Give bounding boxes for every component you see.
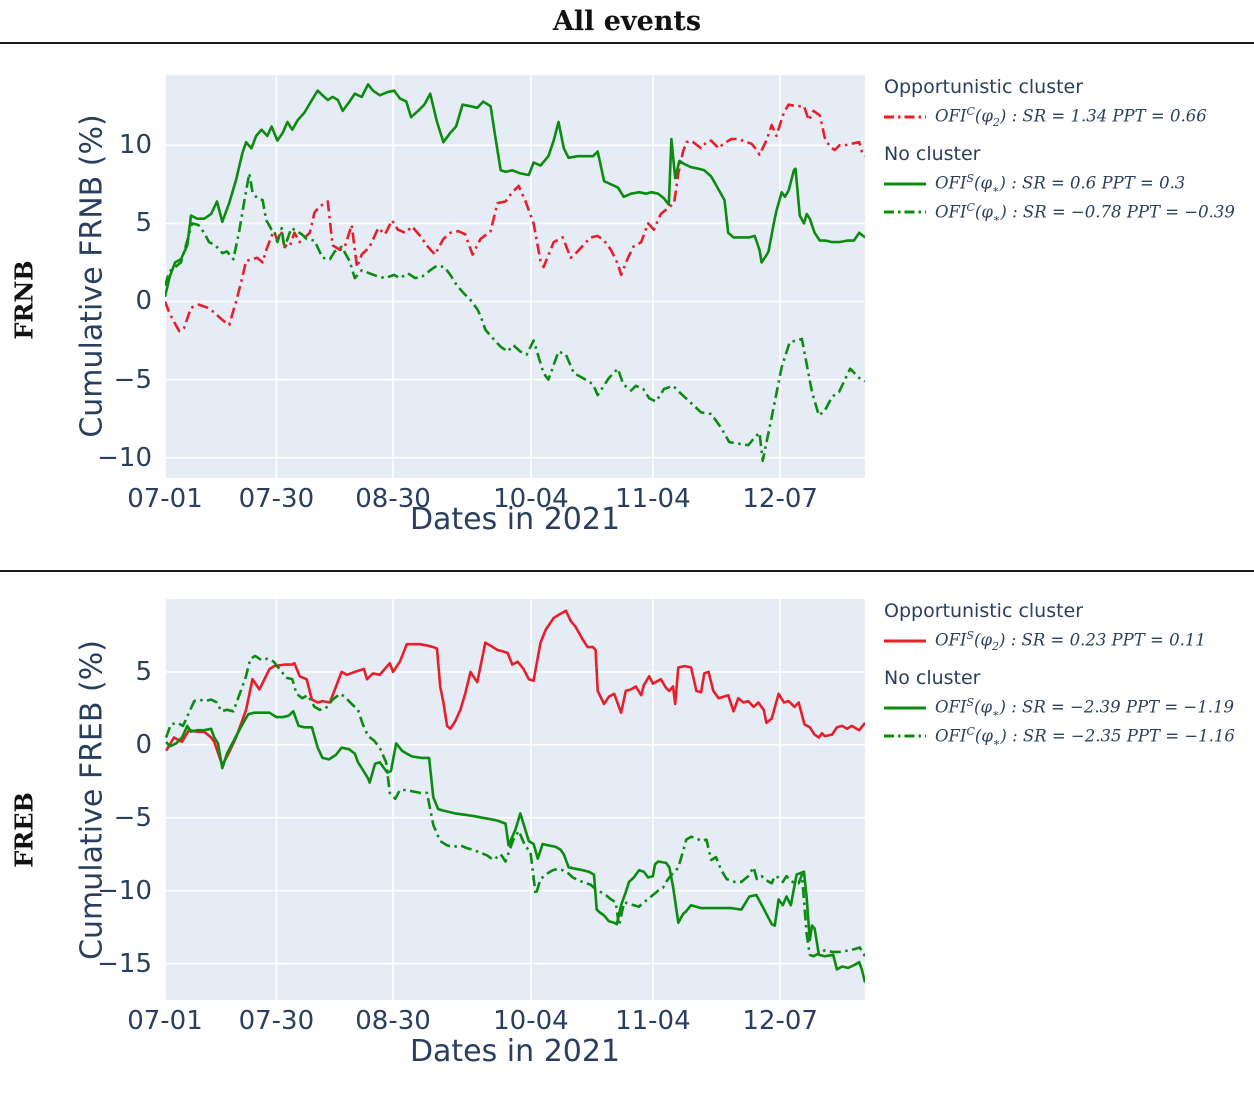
y-tick-label: −5 — [113, 802, 152, 833]
y-tick-label: 0 — [135, 729, 152, 760]
legend-entry-label: OFIC(φ2) : SR = 1.34 PPT = 0.66 — [935, 105, 1207, 129]
plot-area-freb — [165, 599, 865, 1000]
legend-group-header: Opportunistic cluster — [884, 76, 1084, 98]
figure-title: All events — [552, 6, 702, 37]
legend-line-sample-icon — [884, 115, 926, 119]
legend-line-sample-icon — [884, 706, 926, 710]
legend-entry-label: OFIC(φ∗) : SR = −2.35 PPT = −1.16 — [935, 724, 1235, 749]
legend-group: No cluster OFIS(φ∗) : SR = −2.39 PPT = −1… — [884, 666, 1254, 749]
series-line-OFI^S(phi_*) — [165, 83, 865, 298]
legend-entry: OFIS(φ∗) : SR = 0.6 PPT = 0.3 — [884, 172, 1254, 196]
y-tick-label: −10 — [97, 442, 152, 473]
panel-separator-line — [0, 570, 1254, 572]
legend-entry: OFIS(φ∗) : SR = −2.39 PPT = −1.19 — [884, 696, 1254, 720]
legend-entry: OFIC(φ∗) : SR = −2.35 PPT = −1.16 — [884, 724, 1254, 749]
x-tick-label: 07-30 — [238, 1006, 315, 1036]
title-separator-line — [0, 42, 1254, 44]
x-tick-label: 10-04 — [493, 1006, 569, 1036]
series-line-OFI^C(phi_*) — [165, 172, 865, 463]
series-line-OFI^C(phi_*) — [165, 654, 865, 958]
legend-entry: OFIS(φ2) : SR = 0.23 PPT = 0.11 — [884, 629, 1254, 653]
row-label-freb: FREB — [9, 792, 39, 868]
plot-svg — [165, 75, 865, 478]
legend-entry-label: OFIS(φ2) : SR = 0.23 PPT = 0.11 — [935, 629, 1206, 653]
x-tick-label: 07-30 — [238, 484, 315, 514]
legend-freb: Opportunistic cluster OFIS(φ2) : SR = 0.2… — [884, 600, 1254, 762]
x-tick-label: 11-04 — [615, 1006, 691, 1036]
x-tick-label: 11-04 — [615, 484, 691, 514]
legend-line-sample-icon — [884, 182, 926, 186]
y-tick-label: 5 — [135, 656, 152, 687]
series-line-OFI^C(phi_2) — [165, 103, 865, 333]
legend-group: No cluster OFIS(φ∗) : SR = 0.6 PPT = 0.3 O… — [884, 142, 1254, 225]
x-tick-label: 07-01 — [127, 1006, 203, 1036]
legend-line-sample-icon — [884, 639, 926, 643]
y-axis-label-freb: Cumulative FREB (%) — [74, 640, 110, 960]
series-line-OFI^S(phi_*) — [165, 710, 865, 983]
y-tick-label: 10 — [118, 130, 152, 161]
legend-entry: OFIC(φ2) : SR = 1.34 PPT = 0.66 — [884, 105, 1254, 129]
x-tick-label: 07-01 — [127, 484, 203, 514]
y-tick-label: −5 — [113, 364, 152, 395]
legend-group-header: Opportunistic cluster — [884, 600, 1084, 622]
legend-entry: OFIC(φ∗) : SR = −0.78 PPT = −0.39 — [884, 200, 1254, 225]
legend-frnb: Opportunistic cluster OFIC(φ2) : SR = 1.3… — [884, 76, 1254, 238]
x-tick-label: 10-04 — [493, 484, 569, 514]
x-axis-title-frnb: Dates in 2021 — [409, 502, 621, 537]
row-label-frnb: FRNB — [9, 260, 39, 340]
x-tick-label: 08-30 — [355, 484, 431, 514]
x-tick-label: 08-30 — [355, 1006, 431, 1036]
y-tick-label: 0 — [135, 286, 152, 317]
x-tick-label: 12-07 — [742, 1006, 818, 1036]
legend-entry-label: OFIS(φ∗) : SR = 0.6 PPT = 0.3 — [935, 171, 1186, 196]
series-line-OFI^S(phi_2) — [165, 609, 865, 767]
y-tick-label: −15 — [97, 948, 152, 979]
legend-group: Opportunistic cluster OFIS(φ2) : SR = 0.2… — [884, 600, 1254, 653]
plot-area-frnb — [165, 75, 865, 478]
legend-line-sample-icon — [884, 210, 926, 214]
legend-entry-label: OFIC(φ∗) : SR = −0.78 PPT = −0.39 — [935, 200, 1235, 225]
y-tick-label: 5 — [135, 208, 152, 239]
plot-svg — [165, 599, 865, 1000]
x-tick-label: 12-07 — [742, 484, 818, 514]
legend-line-sample-icon — [884, 734, 926, 738]
legend-group-header: No cluster — [884, 666, 981, 689]
y-tick-label: −10 — [97, 875, 152, 906]
legend-group-header: No cluster — [884, 142, 981, 165]
x-axis-title-freb: Dates in 2021 — [409, 1034, 621, 1069]
legend-group: Opportunistic cluster OFIC(φ2) : SR = 1.3… — [884, 76, 1254, 129]
legend-entry-label: OFIS(φ∗) : SR = −2.39 PPT = −1.19 — [935, 695, 1234, 720]
